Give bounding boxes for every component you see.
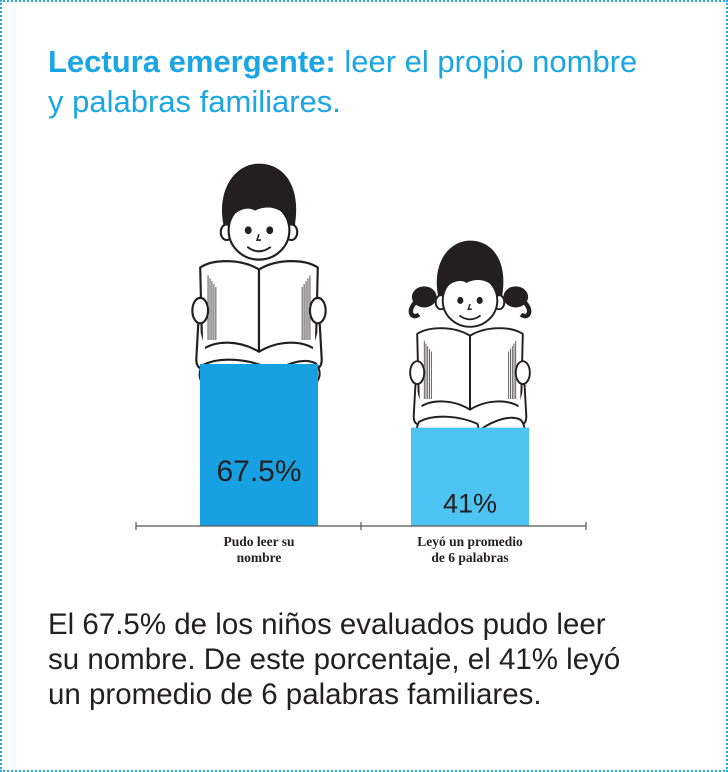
title-bold: Lectura emergente: bbox=[48, 44, 336, 79]
page-title: Lectura emergente: leer el propio nombre… bbox=[48, 42, 708, 122]
title-line-2: y palabras familiares. bbox=[48, 84, 341, 119]
bar bbox=[411, 427, 529, 526]
data-label: 41% bbox=[443, 489, 497, 519]
title-rest-1: leer el propio nombre bbox=[344, 44, 638, 79]
tick-label: Leyó un promedio de 6 palabras bbox=[417, 534, 523, 565]
bar bbox=[200, 364, 318, 526]
girl-reading-illustration bbox=[408, 240, 532, 461]
bar-chart: 67.5% 41% Pudo leer su nombre Leyó un prome… bbox=[135, 163, 587, 565]
caption: El 67.5% de los niños evaluados pudo lee… bbox=[48, 607, 726, 712]
title-line-1: Lectura emergente: leer el propio nombre bbox=[48, 42, 708, 82]
caption-line-1: El 67.5% de los niños evaluados pudo lee… bbox=[48, 608, 606, 641]
data-label: 67.5% bbox=[216, 455, 301, 488]
caption-line-3: un promedio de 6 palabras familiares. bbox=[48, 678, 542, 711]
tick-label: Pudo leer su nombre bbox=[223, 534, 294, 565]
caption-line-2: su nombre. De este porcentaje, el 41% le… bbox=[48, 643, 621, 676]
